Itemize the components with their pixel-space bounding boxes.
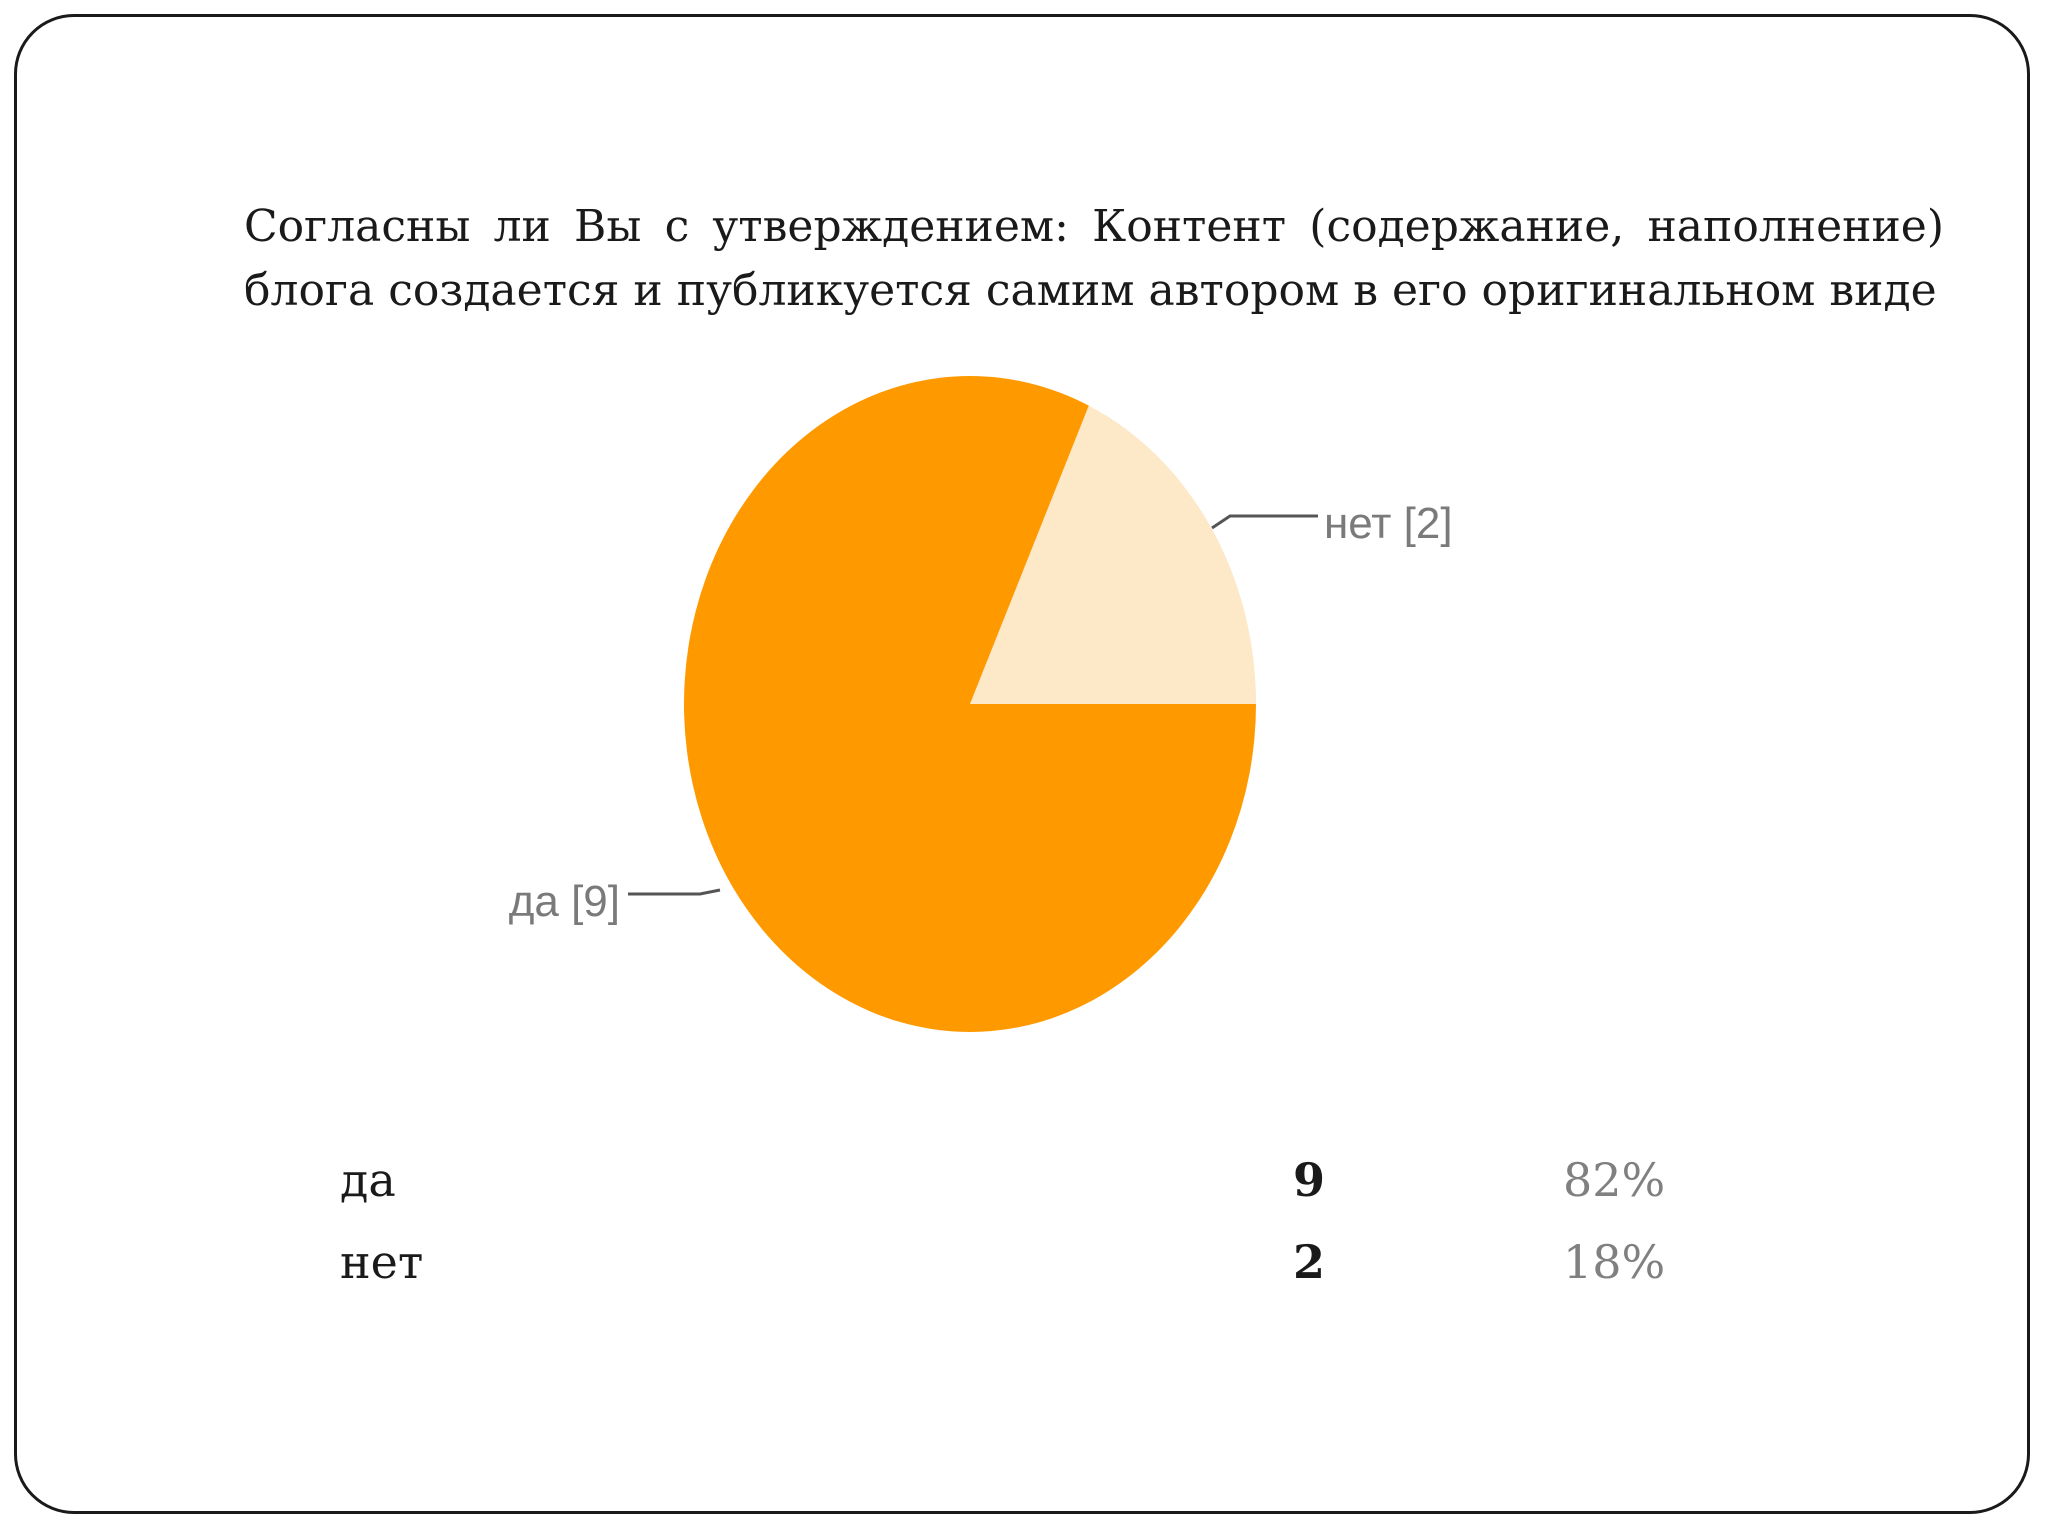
table-row-1-label: да: [340, 1153, 396, 1207]
table-row-1-percent: 82%: [1563, 1153, 1666, 1207]
pie-slices: [683, 375, 1256, 1032]
slide-frame: Согласны ли Вы с утверждением: Контент (…: [14, 14, 2030, 1514]
pie-slice-yes: [683, 375, 1256, 1032]
question-line-1: Согласны ли Вы с утверждением: Контент (…: [244, 201, 1944, 252]
question-text: Согласны ли Вы с утверждением: Контент (…: [244, 195, 1944, 323]
pie-labels: нет [2] да [9]: [509, 499, 1453, 926]
table-row-2-count: 2: [1293, 1235, 1326, 1289]
question-line-2: блога создается и публикуется самим авто…: [244, 265, 1937, 316]
pie-label-yes: да [9]: [509, 877, 620, 926]
table-row-2-label: нет: [340, 1235, 424, 1289]
table-row-1-count: 9: [1293, 1153, 1326, 1207]
leader-line-no: [1211, 514, 1318, 530]
leader-line-yes: [628, 888, 721, 896]
pie-slice-no: [970, 405, 1256, 704]
table-row-2-percent: 18%: [1563, 1235, 1666, 1289]
pie-label-no: нет [2]: [1324, 499, 1453, 548]
